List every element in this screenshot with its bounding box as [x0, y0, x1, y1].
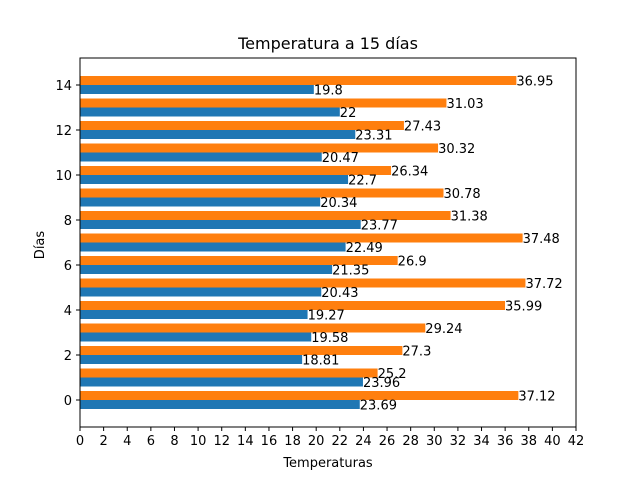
data-label: 23.96	[363, 376, 400, 391]
bar	[80, 391, 519, 400]
x-tick-label: 36	[497, 434, 514, 449]
bar	[80, 377, 363, 387]
bar	[80, 368, 378, 378]
bars-layer	[80, 76, 526, 409]
bar	[80, 332, 312, 342]
bar	[80, 242, 346, 252]
bar	[80, 233, 523, 243]
bar	[80, 256, 398, 265]
data-label: 26.9	[398, 255, 427, 270]
x-tick-label: 42	[568, 434, 585, 449]
bar	[80, 310, 308, 319]
bar	[80, 130, 356, 139]
data-label: 37.48	[523, 232, 560, 247]
data-label: 23.69	[360, 399, 397, 414]
bar	[80, 211, 451, 220]
x-tick-label: 18	[284, 434, 301, 449]
x-tick-label: 24	[355, 434, 372, 449]
bar	[80, 175, 349, 184]
x-axis-label: Temperaturas	[282, 456, 373, 471]
data-label: 19.8	[314, 84, 343, 99]
x-tick-label: 8	[170, 434, 178, 449]
x-tick-label: 12	[213, 434, 230, 449]
bar	[80, 265, 333, 274]
y-tick-label: 14	[55, 79, 72, 94]
data-label: 31.38	[451, 210, 488, 225]
x-tick-label: 28	[402, 434, 419, 449]
bar	[80, 197, 321, 207]
data-label: 29.24	[425, 322, 462, 337]
data-label: 21.35	[332, 264, 369, 279]
plot-frame	[79, 57, 577, 428]
x-tick-label: 38	[520, 434, 537, 449]
x-tick-label: 4	[123, 434, 131, 449]
x-tick-label: 16	[261, 434, 278, 449]
bar	[80, 76, 517, 85]
y-tick-label: 0	[64, 394, 72, 409]
x-tick-label: 40	[544, 434, 561, 449]
axes-layer: 0 2 4 6 8 10 12 14 16 18 20 22 24 26 28 30 32 34 36 38 40 420…	[55, 57, 585, 449]
bar	[80, 323, 426, 333]
bar	[80, 85, 314, 94]
bar	[80, 355, 303, 364]
x-tick-label: 20	[308, 434, 325, 449]
data-label: 22	[340, 106, 357, 121]
bar	[80, 107, 340, 117]
y-tick-label: 8	[64, 214, 72, 229]
bar	[80, 400, 360, 409]
data-label: 27.3	[402, 345, 431, 360]
data-label: 19.58	[311, 331, 348, 346]
data-label: 26.34	[391, 165, 428, 180]
bar	[80, 278, 526, 288]
bar	[80, 98, 447, 108]
x-tick-label: 0	[76, 434, 84, 449]
bar	[80, 301, 506, 310]
data-label: 20.43	[321, 286, 358, 301]
x-tick-label: 2	[99, 434, 107, 449]
data-label: 27.43	[404, 120, 441, 135]
data-label: 36.95	[516, 75, 553, 90]
bar	[80, 166, 392, 175]
bar	[80, 152, 322, 162]
data-label: 20.47	[322, 151, 359, 166]
x-tick-label: 32	[450, 434, 467, 449]
data-label: 23.77	[361, 219, 398, 234]
y-tick-label: 6	[64, 259, 72, 274]
data-label: 31.03	[446, 97, 483, 112]
x-tick-label: 10	[190, 434, 207, 449]
data-label: 20.34	[320, 196, 357, 211]
data-label: 25.2	[378, 367, 407, 382]
data-label: 37.12	[518, 390, 555, 405]
y-tick-label: 4	[64, 304, 72, 319]
data-label: 23.31	[355, 129, 392, 144]
y-tick-label: 10	[55, 169, 72, 184]
data-label: 37.72	[525, 277, 562, 292]
bar	[80, 188, 444, 198]
x-tick-label: 30	[426, 434, 443, 449]
x-tick-label: 26	[379, 434, 396, 449]
data-label: 30.78	[443, 187, 480, 202]
data-label: 19.27	[308, 309, 345, 324]
y-tick-label: 12	[55, 124, 72, 139]
data-label: 22.7	[348, 174, 377, 189]
bar	[80, 287, 322, 297]
x-tick-label: 22	[332, 434, 349, 449]
data-label: 35.99	[505, 300, 542, 315]
bar	[80, 121, 404, 130]
x-tick-label: 14	[237, 434, 254, 449]
bar	[80, 143, 439, 153]
x-tick-label: 34	[473, 434, 490, 449]
y-axis-label: Días	[33, 231, 48, 260]
bar	[80, 346, 403, 355]
data-label: 22.49	[346, 241, 383, 256]
bar	[80, 220, 361, 229]
y-tick-label: 2	[64, 349, 72, 364]
data-labels-layer: 23.69 23.96 18.81 19.58 19.27 20.43 21.35 22.49…	[302, 75, 563, 414]
data-label: 18.81	[302, 354, 339, 369]
chart-title: Temperatura a 15 días	[237, 34, 418, 53]
x-tick-label: 6	[147, 434, 155, 449]
data-label: 30.32	[438, 142, 475, 157]
